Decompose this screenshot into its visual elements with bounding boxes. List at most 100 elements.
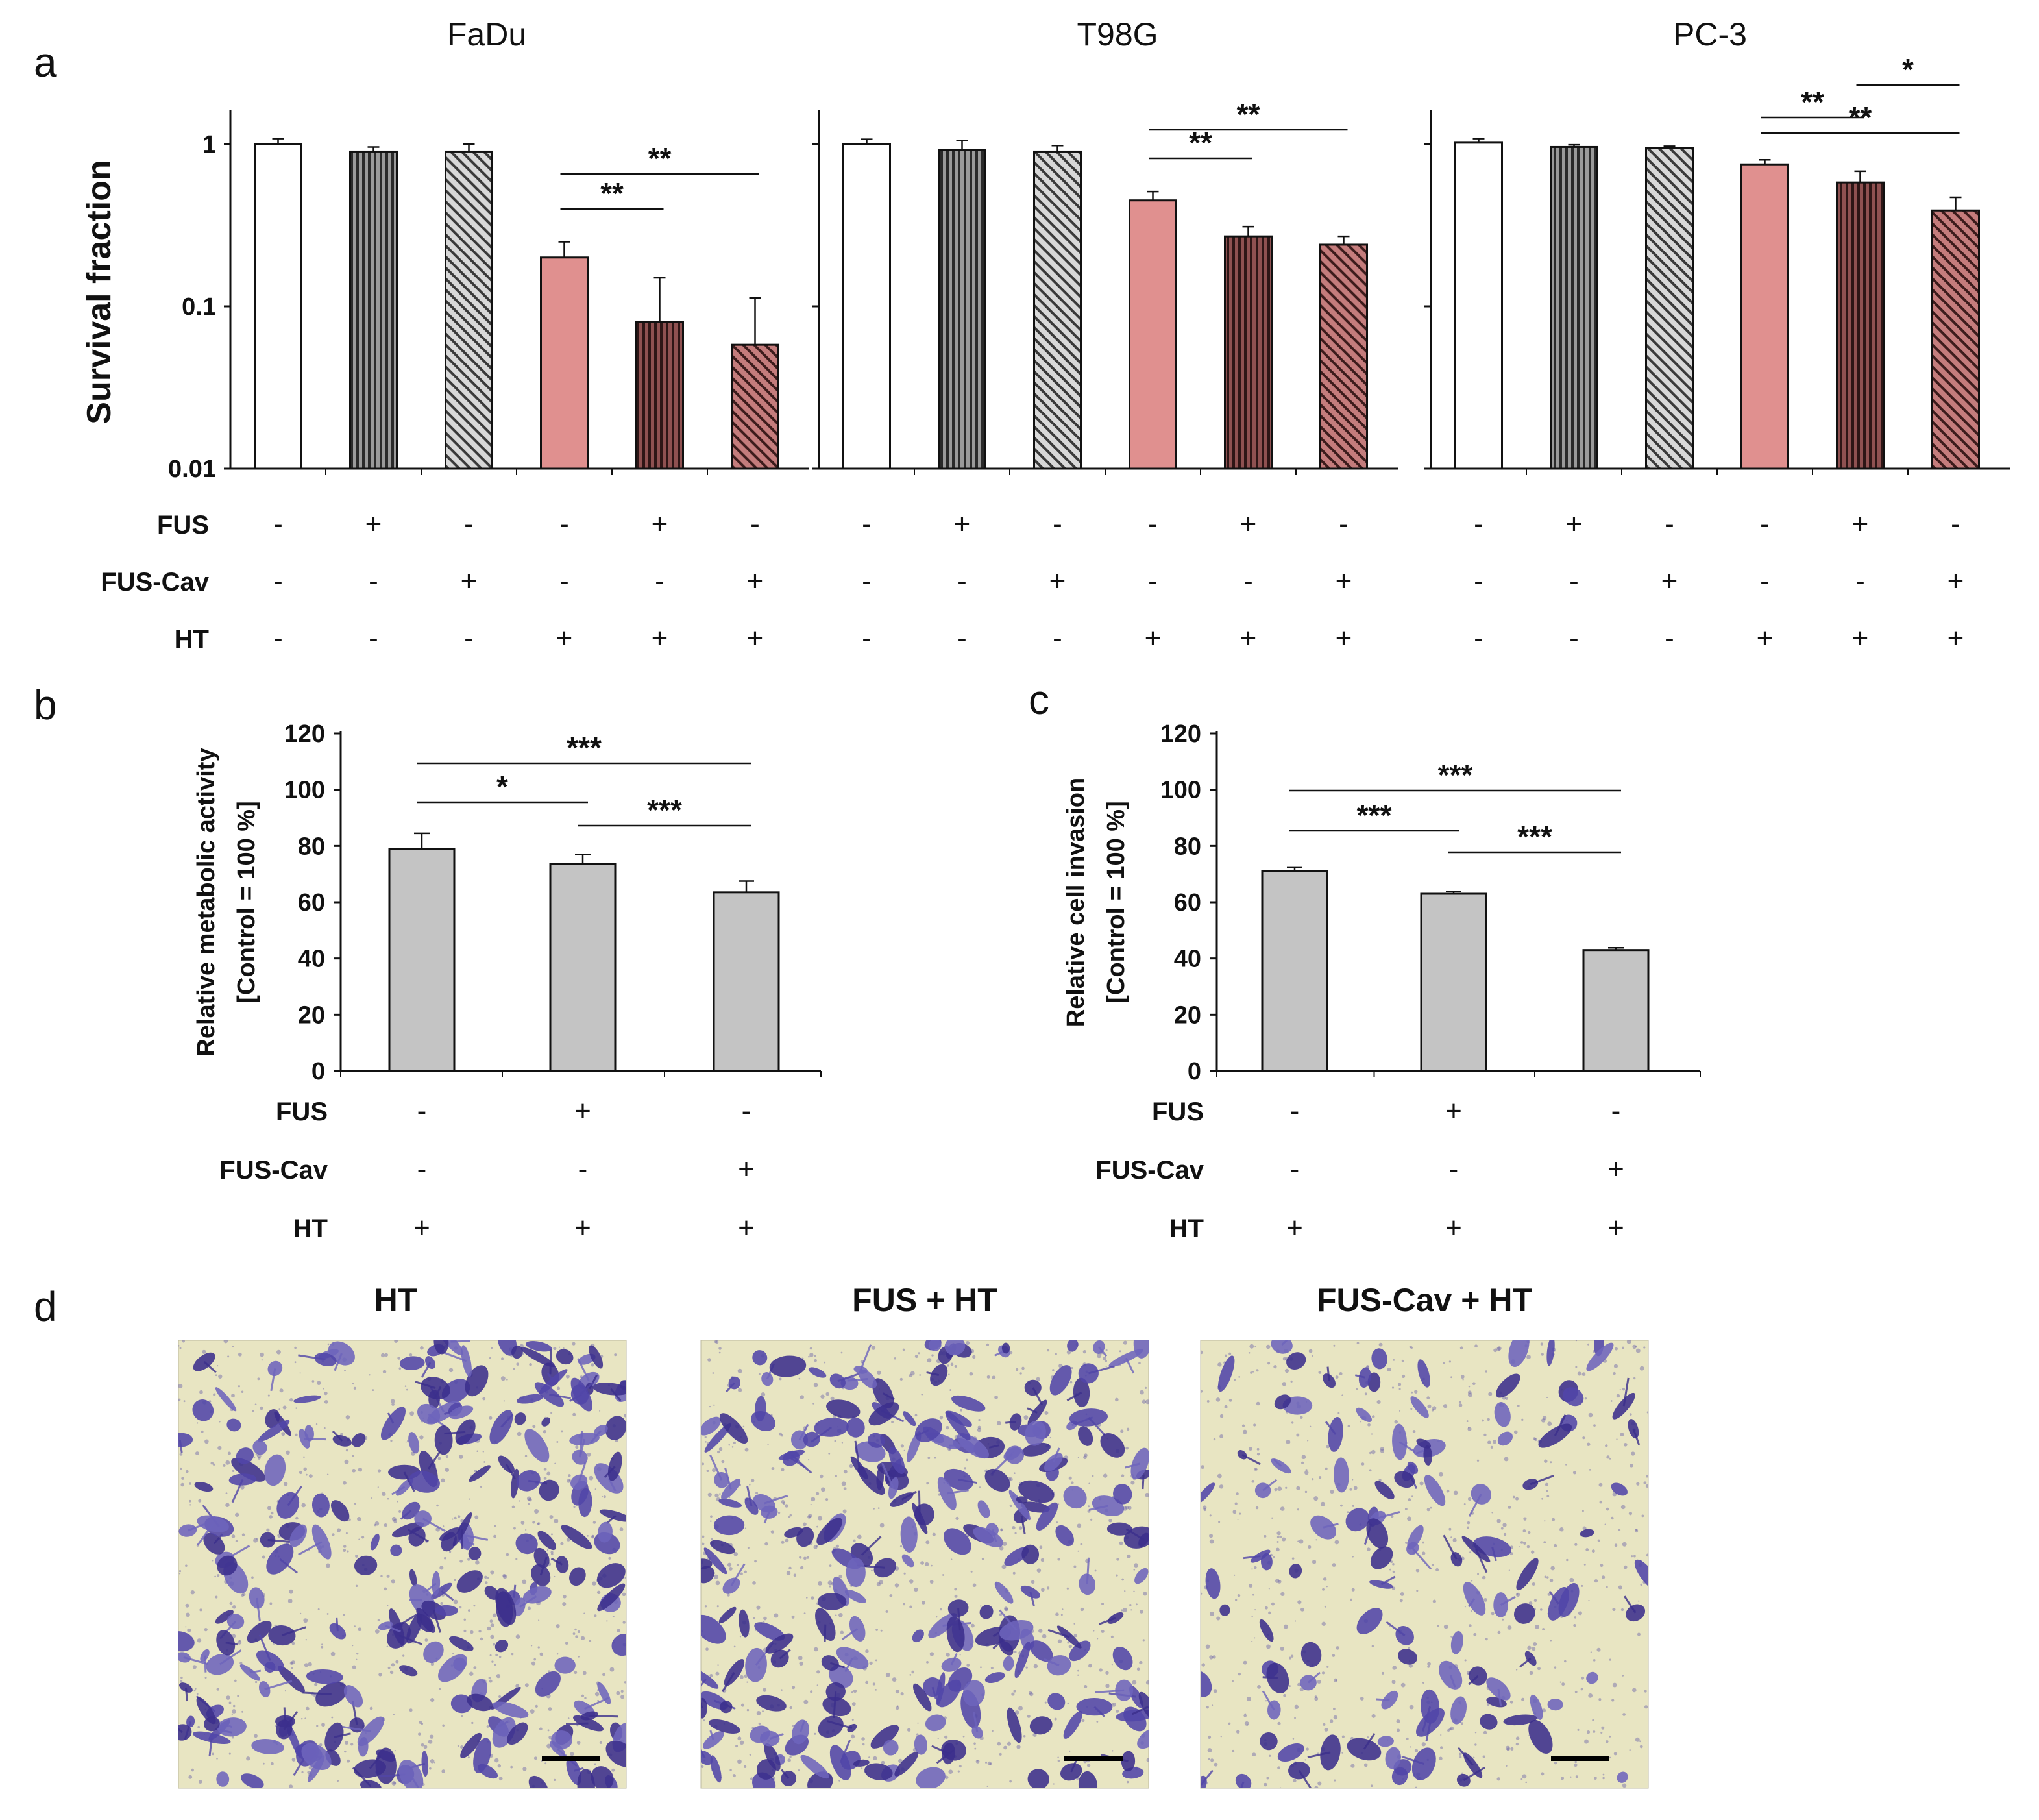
speckle	[487, 1626, 491, 1631]
condition-symbol: +	[574, 1212, 591, 1244]
speckle	[482, 1451, 484, 1453]
speckle	[1411, 1391, 1413, 1394]
speckle	[1507, 1625, 1512, 1630]
speckle	[253, 1538, 258, 1543]
speckle	[1009, 1504, 1012, 1508]
speckle	[718, 1447, 723, 1451]
speckle	[1533, 1642, 1537, 1646]
speckle	[533, 1756, 537, 1760]
speckle	[811, 1497, 816, 1502]
speckle	[1304, 1490, 1308, 1494]
speckle	[1333, 1344, 1336, 1347]
speckle	[617, 1629, 620, 1632]
speckle	[489, 1619, 493, 1623]
speckle	[178, 1384, 183, 1388]
cell-process	[837, 1373, 860, 1383]
speckle	[1493, 1348, 1497, 1353]
stained-cell	[226, 1418, 241, 1432]
speckle	[202, 1349, 206, 1354]
stained-cell	[1300, 1642, 1322, 1667]
speckle	[262, 1762, 265, 1765]
cell-process	[883, 1392, 895, 1401]
stained-cell	[1366, 1518, 1389, 1549]
stained-cell	[984, 1672, 1005, 1684]
speckle	[857, 1534, 862, 1540]
speckle	[343, 1481, 347, 1485]
speckle	[558, 1346, 561, 1348]
speckle	[1112, 1703, 1114, 1705]
speckle	[525, 1529, 527, 1531]
speckle	[1108, 1519, 1112, 1523]
speckle	[300, 1717, 303, 1720]
cell-process	[387, 1412, 395, 1424]
speckle	[1265, 1606, 1268, 1610]
speckle	[1482, 1575, 1486, 1580]
stained-cell	[1067, 1340, 1079, 1352]
speckle	[345, 1532, 348, 1534]
speckle	[990, 1666, 994, 1669]
speckle	[1003, 1745, 1007, 1750]
cell-process	[220, 1722, 232, 1728]
speckle	[1398, 1388, 1401, 1390]
speckle	[1600, 1564, 1604, 1568]
stained-cell	[1528, 1719, 1553, 1754]
stained-cell	[1063, 1486, 1087, 1509]
speckle	[774, 1613, 779, 1618]
speckle	[495, 1653, 498, 1656]
speckle	[719, 1493, 721, 1495]
speckle	[1491, 1512, 1493, 1514]
speckle	[620, 1690, 624, 1693]
speckle	[1399, 1599, 1403, 1603]
speckle	[1067, 1642, 1069, 1644]
condition-symbol: +	[556, 622, 573, 654]
condition-symbol: +	[574, 1095, 591, 1127]
speckle	[1474, 1743, 1477, 1746]
speckle	[475, 1560, 480, 1565]
speckle	[1572, 1471, 1577, 1475]
speckle	[1611, 1699, 1615, 1702]
speckle	[311, 1380, 315, 1383]
speckle	[1138, 1362, 1141, 1365]
speckle	[1125, 1446, 1129, 1450]
condition-symbol: +	[738, 1212, 755, 1244]
speckle	[231, 1394, 235, 1398]
speckle	[489, 1357, 491, 1359]
bar	[349, 150, 398, 470]
speckle	[820, 1394, 825, 1399]
speckle	[550, 1533, 553, 1536]
condition-symbol: -	[1665, 508, 1674, 540]
speckle	[1254, 1468, 1257, 1471]
speckle	[921, 1393, 923, 1396]
speckle	[1532, 1647, 1536, 1651]
speckle	[758, 1373, 761, 1375]
y-axis-title: Relative cell invasion	[1062, 778, 1090, 1027]
speckle	[922, 1601, 925, 1605]
speckle	[389, 1670, 394, 1675]
speckle	[1422, 1541, 1424, 1544]
speckle	[231, 1736, 234, 1739]
speckle	[1335, 1679, 1337, 1682]
photo-title-fus-cav-ht: FUS-Cav + HT	[1317, 1282, 1532, 1318]
cell-layer	[1201, 1340, 1648, 1788]
speckle	[1313, 1496, 1319, 1501]
speckle	[573, 1505, 576, 1508]
speckle	[1251, 1640, 1253, 1642]
speckle	[1635, 1737, 1640, 1742]
cell-process	[881, 1462, 895, 1489]
cell-process	[283, 1707, 286, 1722]
stained-cell	[1612, 1392, 1635, 1420]
y-tick-label: 20	[1174, 1002, 1201, 1029]
speckle	[909, 1373, 912, 1377]
stained-cell	[713, 1515, 745, 1536]
cell-process	[610, 1388, 622, 1401]
speckle	[1285, 1486, 1288, 1489]
speckle	[1016, 1368, 1019, 1371]
speckle	[223, 1340, 228, 1344]
speckle	[1628, 1512, 1633, 1516]
speckle	[377, 1486, 379, 1488]
speckle	[820, 1487, 825, 1492]
speckle	[190, 1590, 195, 1595]
speckle	[186, 1470, 189, 1473]
speckle	[1274, 1488, 1278, 1492]
speckle	[358, 1627, 362, 1632]
